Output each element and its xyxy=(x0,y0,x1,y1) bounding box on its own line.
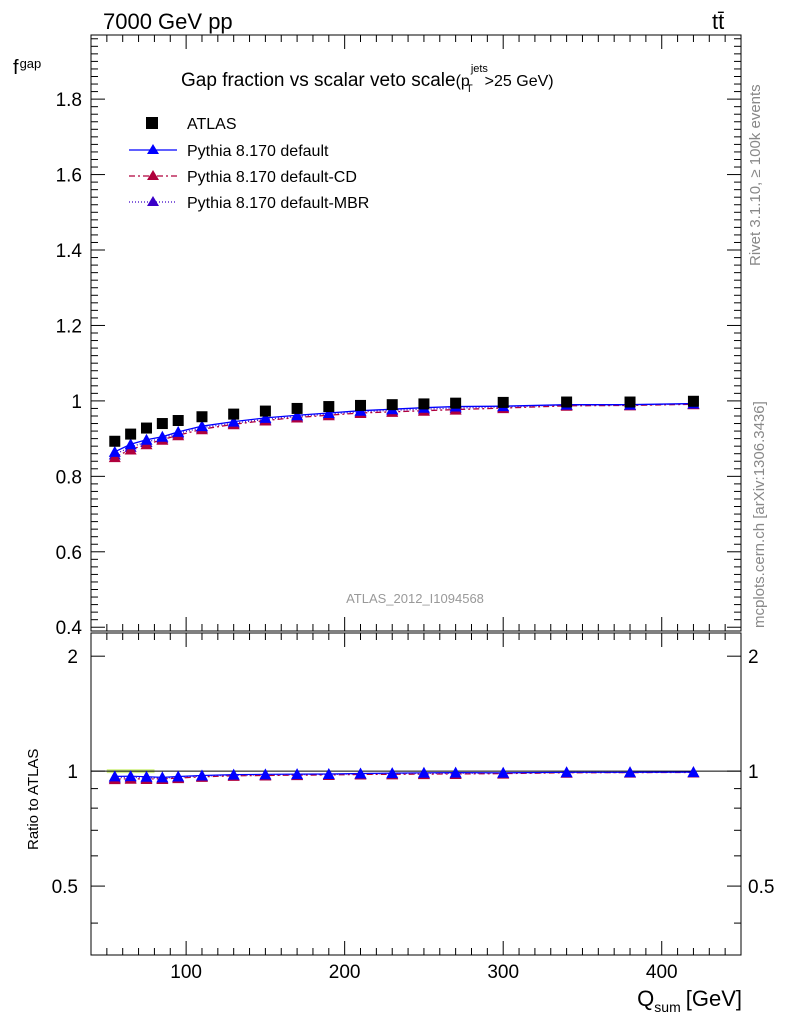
ratio-tick-label: 1 xyxy=(67,762,78,783)
ratio-point-1 xyxy=(417,766,430,778)
atlas-point xyxy=(561,396,573,408)
y-tick-label: 0.8 xyxy=(56,467,82,488)
ratio-point-1 xyxy=(386,767,399,779)
mcplots-label: mcplots.cern.ch [arXiv:1306.3436] xyxy=(751,401,768,628)
chart-title: Gap fraction vs scalar veto scale(pjets T… xyxy=(181,63,554,95)
ratio-point-1 xyxy=(624,766,637,778)
ratio-tick-label-right: 0.5 xyxy=(748,877,774,898)
ratio-point-1 xyxy=(449,766,462,778)
legend-label-atlas: ATLAS xyxy=(187,116,237,133)
x-tick-label: 300 xyxy=(487,962,519,983)
atlas-point xyxy=(156,418,168,430)
atlas-point xyxy=(386,399,398,411)
series-point-1 xyxy=(291,409,304,421)
ratio-point-1 xyxy=(560,766,573,778)
main-panel: 0.4 0.6 0.8 1 1.2 1.4 1.6 1.8 Gap fraction vs s… xyxy=(13,34,742,639)
series-point-1 xyxy=(156,430,169,442)
series-point-1 xyxy=(195,420,208,432)
ratio-tick-label: 2 xyxy=(67,647,78,668)
atlas-point xyxy=(355,399,367,411)
ratio-point-1 xyxy=(322,767,335,779)
legend-label-mbr: Pythia 8.170 default-MBR xyxy=(187,195,369,212)
atlas-point xyxy=(323,401,335,413)
atlas-point xyxy=(687,395,699,407)
x-tick-label: 400 xyxy=(646,962,678,983)
legend: ATLAS Pythia 8.170 default Pythia 8.170 … xyxy=(129,116,369,212)
ratio-frame xyxy=(90,632,742,956)
ratio-axis-ticks: 100 200 300 400 0.5 0.5 1 1 2 2 xyxy=(52,633,774,983)
y-tick-label: 1.6 xyxy=(56,166,82,187)
atlas-point xyxy=(624,396,636,408)
atlas-point xyxy=(497,396,509,408)
ratio-point-1 xyxy=(354,767,367,779)
y-tick-label: 1.2 xyxy=(56,316,82,337)
y-tick-label: 0.6 xyxy=(56,543,82,564)
main-data-layer xyxy=(108,395,700,463)
legend-marker-default xyxy=(147,144,159,154)
ratio-point-1 xyxy=(124,770,137,782)
atlas-point xyxy=(259,405,271,417)
ratio-point-1 xyxy=(156,771,169,783)
atlas-point xyxy=(109,435,121,447)
ratio-y-axis-label: Ratio to ATLAS xyxy=(25,749,42,850)
y-tick-label: 1.4 xyxy=(56,241,83,262)
legend-label-cd: Pythia 8.170 default-CD xyxy=(187,169,357,186)
atlas-point xyxy=(450,397,462,409)
series-point-1 xyxy=(124,438,137,450)
atlas-point xyxy=(125,428,137,440)
atlas-point xyxy=(291,402,303,414)
legend-marker-cd xyxy=(147,170,159,180)
legend-marker-atlas xyxy=(146,117,158,129)
series-point-1 xyxy=(172,425,185,437)
series-point-1 xyxy=(227,415,240,427)
atlas-point xyxy=(140,422,152,434)
ratio-tick-label: 0.5 xyxy=(52,877,78,898)
series-point-1 xyxy=(322,406,335,418)
atlas-point xyxy=(228,408,240,420)
series-point-1 xyxy=(108,445,121,457)
y-axis-label: fgap xyxy=(13,56,41,79)
atlas-point xyxy=(172,415,184,427)
ratio-data-layer xyxy=(108,766,700,785)
ratio-point-1 xyxy=(172,770,185,782)
analysis-watermark: ATLAS_2012_I1094568 xyxy=(346,591,484,606)
atlas-point xyxy=(196,411,208,423)
energy-label: 7000 GeV pp xyxy=(103,9,233,34)
legend-marker-mbr xyxy=(147,196,159,206)
atlas-point xyxy=(418,398,430,410)
ratio-point-1 xyxy=(195,769,208,781)
ratio-point-1 xyxy=(140,770,153,782)
y-tick-label: 1.8 xyxy=(56,90,82,111)
ratio-point-1 xyxy=(291,768,304,780)
ratio-point-1 xyxy=(497,766,510,778)
legend-label-default: Pythia 8.170 default xyxy=(187,143,329,160)
x-tick-label: 100 xyxy=(170,962,202,983)
ratio-tick-label-right: 1 xyxy=(748,762,759,783)
y-tick-label: 1 xyxy=(71,392,82,413)
y-tick-label: 0.4 xyxy=(56,618,83,639)
series-point-1 xyxy=(259,411,272,423)
rivet-label: Rivet 3.1.10, ≥ 100k events xyxy=(747,84,764,266)
x-tick-label: 200 xyxy=(329,962,361,983)
ratio-point-1 xyxy=(259,768,272,780)
main-axis-ticks: 0.4 0.6 0.8 1 1.2 1.4 1.6 1.8 xyxy=(56,35,741,639)
ratio-tick-label-right: 2 xyxy=(748,647,759,668)
series-point-1 xyxy=(140,433,153,445)
ratio-panel: 100 200 300 400 0.5 0.5 1 1 2 2 Ratio to ATLAS xyxy=(25,632,774,983)
process-label: tt̄ xyxy=(712,9,724,34)
ratio-point-1 xyxy=(687,766,700,778)
ratio-point-1 xyxy=(227,768,240,780)
ratio-point-1 xyxy=(108,770,121,782)
x-axis-label: Qsum [GeV] xyxy=(637,986,742,1015)
